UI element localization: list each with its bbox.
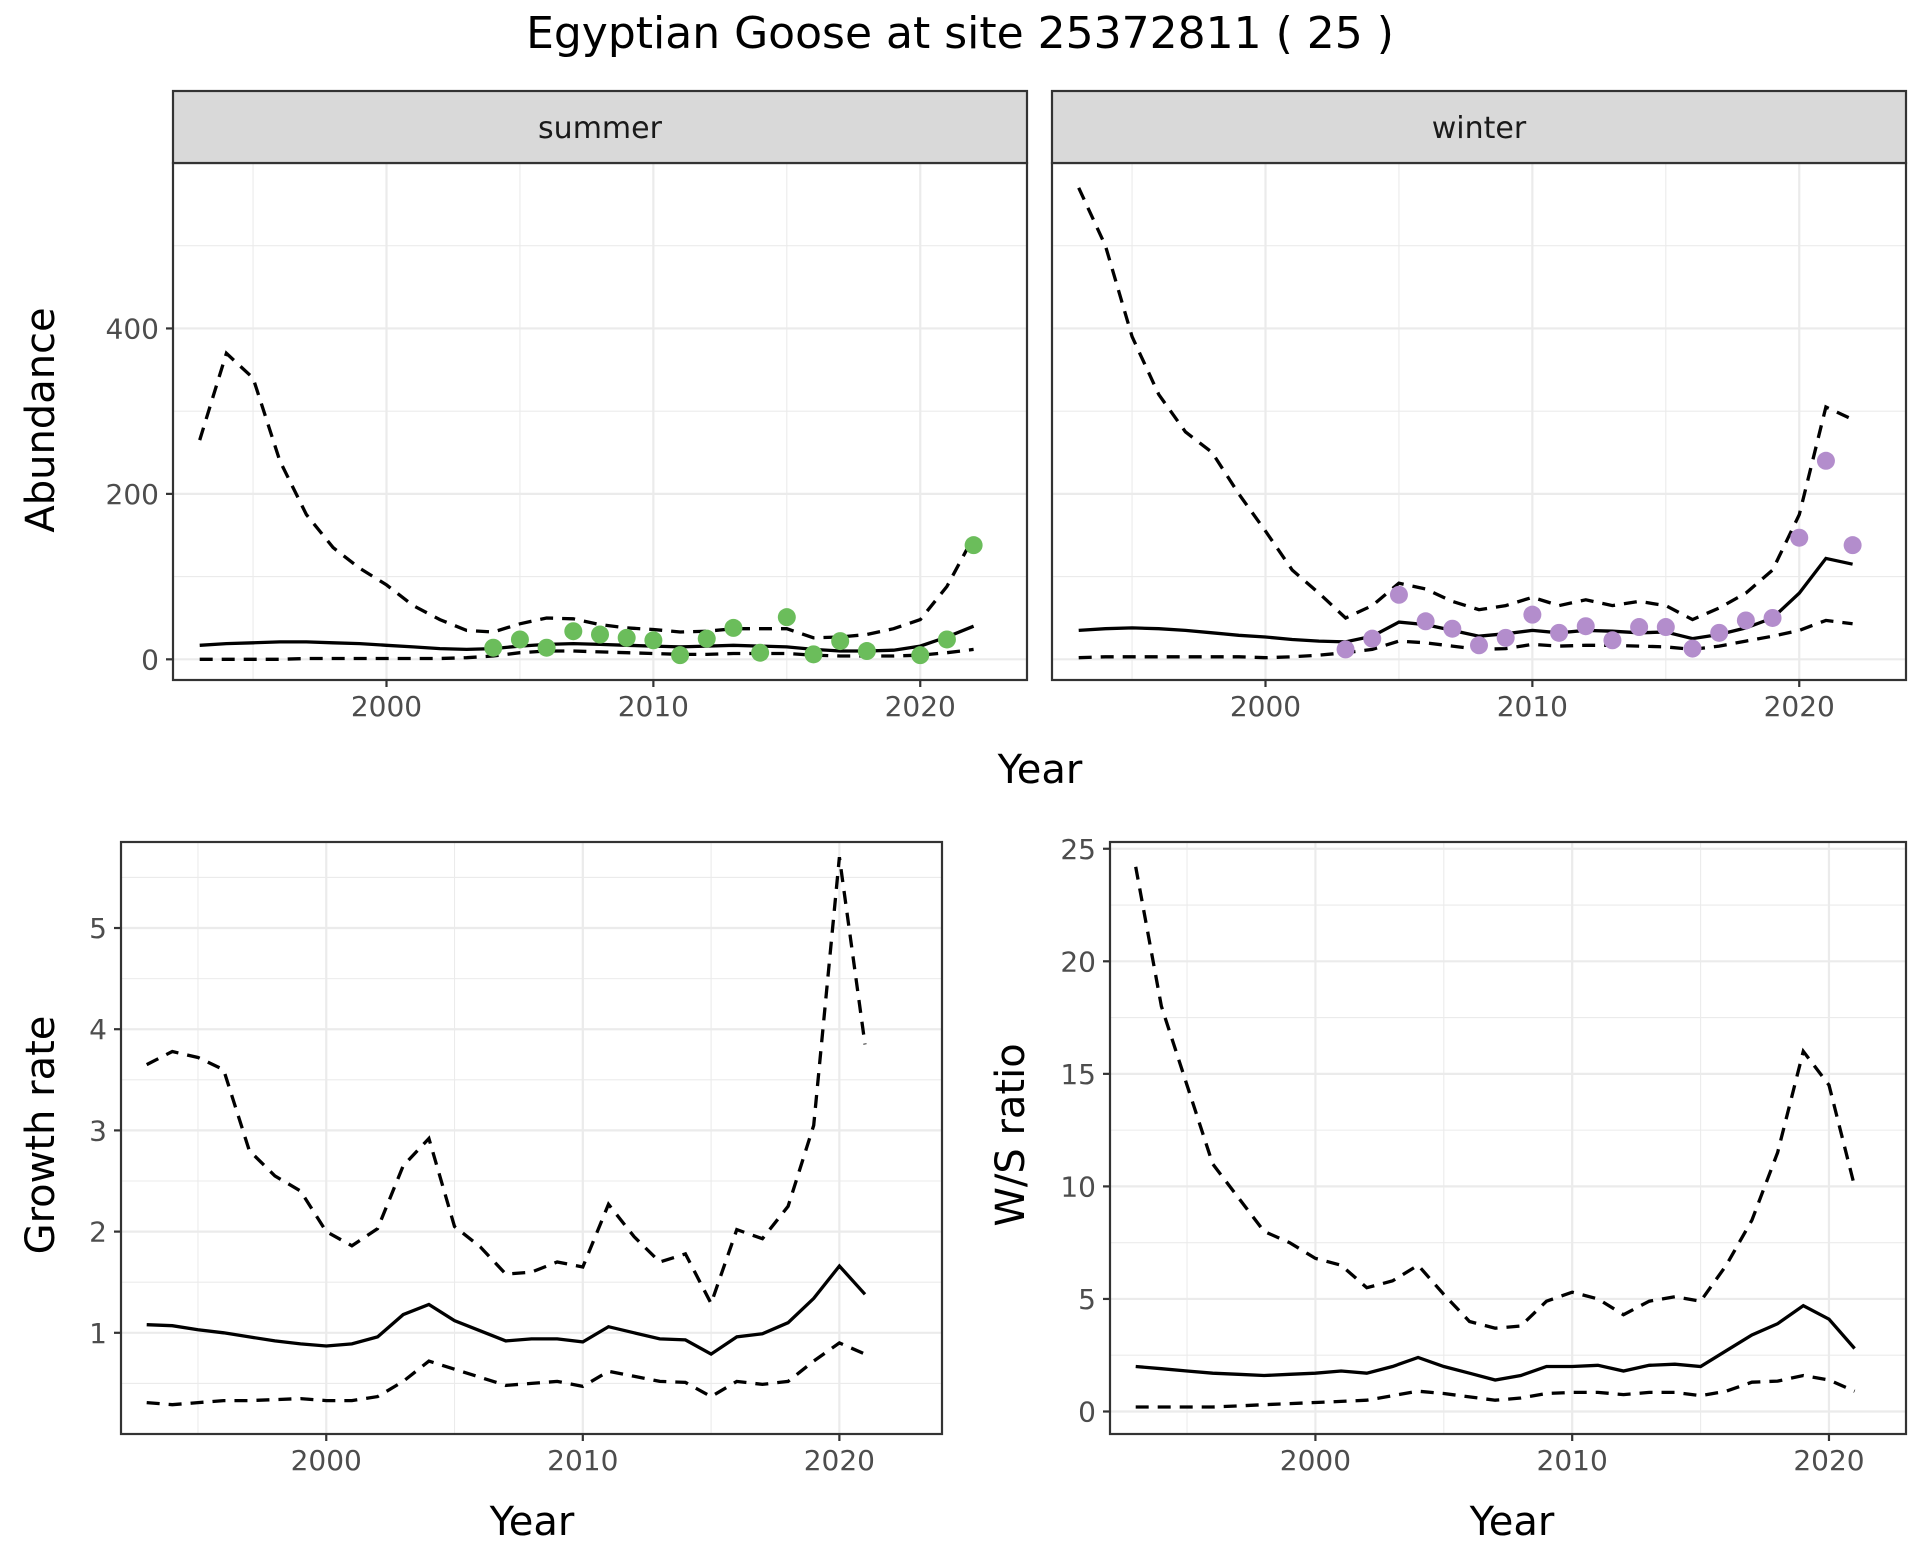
ws-x-axis-title: Year: [1469, 1499, 1555, 1545]
top-x-axis-title: Year: [997, 747, 1083, 793]
x-tick-label: 2000: [1230, 690, 1301, 723]
winter-count-point: [1763, 608, 1782, 627]
winter-count-point: [1443, 619, 1462, 638]
summer-count-point: [671, 646, 690, 665]
growth-panel-background: [121, 842, 942, 1434]
winter-count-point: [1523, 605, 1542, 624]
chart-title: Egyptian Goose at site 25372811 ( 25 ): [526, 8, 1394, 59]
winter-count-point: [1816, 451, 1835, 470]
x-tick-label: 2010: [1537, 1444, 1608, 1477]
summer-lower-line: [199, 647, 974, 661]
ws-lower-line: [1135, 1373, 1856, 1409]
summer-upper-line: [198, 350, 976, 640]
y-tick-label: 20: [1060, 945, 1096, 978]
growth-rate-panel: 2000 2010 2020 1 2 3 4 5: [89, 840, 944, 1477]
x-tick-label: 2000: [291, 1444, 362, 1477]
y-tick-label: 25: [1060, 833, 1096, 866]
winter-upper-line: [1077, 187, 1854, 622]
summer-count-point: [617, 628, 636, 647]
summer-count-point: [804, 645, 823, 664]
y-tick-label: 3: [89, 1114, 107, 1147]
winter-count-point: [1336, 640, 1355, 659]
growth-panel-border: [119, 840, 944, 1436]
summer-count-point: [751, 643, 770, 662]
ws-upper-line: [1134, 866, 1857, 1330]
growth-lower-line: [146, 1341, 866, 1407]
y-tick-label: 4: [89, 1013, 107, 1046]
growth-mean-line: [146, 1263, 867, 1357]
x-tick-label: 2000: [1280, 1444, 1351, 1477]
summer-facet-label: summer: [538, 111, 663, 146]
x-tick-label: 2010: [618, 690, 689, 723]
winter-panel-background: [1052, 163, 1906, 680]
winter-count-point: [1576, 617, 1595, 636]
summer-count-point: [564, 622, 583, 641]
winter-count-point: [1416, 612, 1435, 631]
winter-count-point: [1736, 611, 1755, 630]
summer-count-point: [537, 638, 556, 657]
winter-count-point: [1363, 629, 1382, 648]
ws-panel-border: [1108, 840, 1908, 1436]
y-tick-label: 10: [1060, 1170, 1096, 1203]
ws-ratio-panel: 2000 2010 2020 0 5 10 15 20 25: [1060, 833, 1908, 1477]
winter-count-point: [1389, 585, 1408, 604]
ws-mean-line: [1135, 1303, 1856, 1382]
winter-count-point: [1630, 618, 1649, 637]
x-tick-label: 2000: [351, 690, 422, 723]
y-tick-label: 200: [106, 478, 159, 511]
summer-count-point: [831, 632, 850, 651]
x-tick-label: 2020: [804, 1444, 875, 1477]
y-tick-label: 15: [1060, 1058, 1096, 1091]
winter-facet-strip: [1050, 89, 1908, 165]
winter-count-point: [1496, 628, 1515, 647]
x-tick-label: 2020: [1793, 1444, 1864, 1477]
winter-count-point: [1710, 623, 1729, 642]
summer-count-point: [724, 618, 743, 637]
winter-lower-line: [1078, 618, 1853, 660]
summer-abundance-panel: summer 2000 2010 2020 0 200 400: [106, 89, 1029, 723]
y-tick-label: 2: [89, 1216, 107, 1249]
summer-count-point: [964, 536, 983, 555]
summer-mean-line: [199, 624, 975, 653]
growth-x-axis-title: Year: [489, 1499, 575, 1545]
winter-facet-label: winter: [1432, 111, 1527, 146]
summer-count-point: [697, 629, 716, 648]
winter-count-point: [1470, 636, 1488, 655]
x-tick-label: 2010: [1497, 690, 1568, 723]
top-y-axis-title: Abundance: [18, 307, 64, 532]
summer-count-point: [911, 646, 930, 665]
summer-count-point: [644, 631, 663, 650]
summer-count-point: [484, 638, 503, 657]
x-tick-label: 2020: [1764, 690, 1835, 723]
summer-count-point: [777, 608, 796, 627]
summer-count-point: [937, 630, 956, 649]
winter-count-point: [1550, 623, 1569, 642]
y-tick-label: 0: [1078, 1395, 1096, 1428]
winter-count-point: [1603, 631, 1622, 650]
growth-y-axis-title: Growth rate: [18, 1016, 64, 1255]
ws-y-axis-title: W/S ratio: [988, 1043, 1034, 1226]
winter-count-point: [1683, 639, 1702, 658]
winter-count-point: [1843, 536, 1862, 555]
y-tick-label: 1: [89, 1317, 107, 1350]
y-tick-label: 400: [106, 312, 159, 345]
y-tick-label: 0: [141, 643, 159, 676]
y-tick-label: 5: [1078, 1283, 1096, 1316]
y-tick-label: 5: [89, 912, 107, 945]
summer-facet-strip: [171, 89, 1029, 165]
winter-abundance-panel: winter 2000 2010 2020: [1050, 89, 1908, 723]
summer-count-point: [591, 625, 609, 644]
x-tick-label: 2020: [885, 690, 956, 723]
winter-count-point: [1790, 528, 1809, 547]
ws-panel-background: [1110, 842, 1906, 1434]
winter-count-point: [1656, 618, 1675, 637]
summer-count-point: [857, 642, 876, 661]
summer-panel-background: [173, 163, 1027, 680]
summer-count-point: [510, 630, 529, 649]
x-tick-label: 2010: [547, 1444, 618, 1477]
